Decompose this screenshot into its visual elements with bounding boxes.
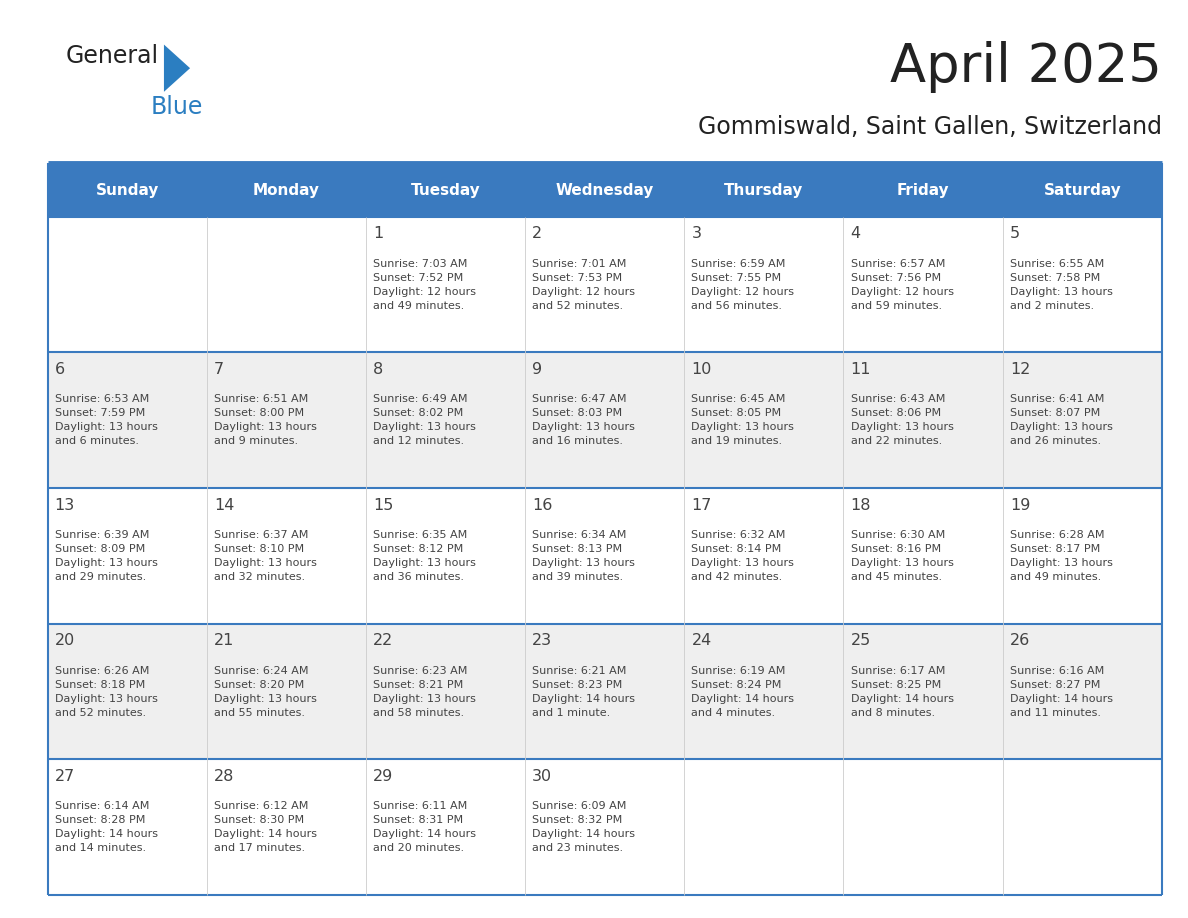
Text: 4: 4 [851,226,861,241]
Text: 1: 1 [373,226,384,241]
Text: 11: 11 [851,362,871,376]
Text: 25: 25 [851,633,871,648]
Text: Sunrise: 6:11 AM
Sunset: 8:31 PM
Daylight: 14 hours
and 20 minutes.: Sunrise: 6:11 AM Sunset: 8:31 PM Dayligh… [373,801,476,854]
Text: 15: 15 [373,498,393,512]
Text: Sunrise: 6:12 AM
Sunset: 8:30 PM
Daylight: 14 hours
and 17 minutes.: Sunrise: 6:12 AM Sunset: 8:30 PM Dayligh… [214,801,317,854]
Text: Sunrise: 6:34 AM
Sunset: 8:13 PM
Daylight: 13 hours
and 39 minutes.: Sunrise: 6:34 AM Sunset: 8:13 PM Dayligh… [532,530,636,582]
Text: 3: 3 [691,226,701,241]
Text: Sunrise: 6:28 AM
Sunset: 8:17 PM
Daylight: 13 hours
and 49 minutes.: Sunrise: 6:28 AM Sunset: 8:17 PM Dayligh… [1010,530,1113,582]
Text: Sunday: Sunday [95,183,159,197]
Text: Thursday: Thursday [725,183,803,197]
Text: Sunrise: 6:24 AM
Sunset: 8:20 PM
Daylight: 13 hours
and 55 minutes.: Sunrise: 6:24 AM Sunset: 8:20 PM Dayligh… [214,666,317,718]
Text: 18: 18 [851,498,871,512]
Text: 8: 8 [373,362,384,376]
Text: 27: 27 [55,769,75,784]
Text: Friday: Friday [897,183,949,197]
Bar [48,488,1162,623]
Text: 16: 16 [532,498,552,512]
Text: Sunrise: 6:51 AM
Sunset: 8:00 PM
Daylight: 13 hours
and 9 minutes.: Sunrise: 6:51 AM Sunset: 8:00 PM Dayligh… [214,395,317,446]
Text: Sunrise: 6:19 AM
Sunset: 8:24 PM
Daylight: 14 hours
and 4 minutes.: Sunrise: 6:19 AM Sunset: 8:24 PM Dayligh… [691,666,795,718]
Text: Sunrise: 6:45 AM
Sunset: 8:05 PM
Daylight: 13 hours
and 19 minutes.: Sunrise: 6:45 AM Sunset: 8:05 PM Dayligh… [691,395,795,446]
Text: 26: 26 [1010,633,1030,648]
Text: Sunrise: 6:59 AM
Sunset: 7:55 PM
Daylight: 12 hours
and 56 minutes.: Sunrise: 6:59 AM Sunset: 7:55 PM Dayligh… [691,259,795,310]
Text: 6: 6 [55,362,65,376]
Text: Saturday: Saturday [1043,183,1121,197]
Text: 24: 24 [691,633,712,648]
Bar [48,759,1162,895]
Bar [48,623,1162,759]
Text: Sunrise: 6:57 AM
Sunset: 7:56 PM
Daylight: 12 hours
and 59 minutes.: Sunrise: 6:57 AM Sunset: 7:56 PM Dayligh… [851,259,954,310]
Text: 17: 17 [691,498,712,512]
Text: April 2025: April 2025 [890,41,1162,94]
Text: 29: 29 [373,769,393,784]
Text: Sunrise: 6:09 AM
Sunset: 8:32 PM
Daylight: 14 hours
and 23 minutes.: Sunrise: 6:09 AM Sunset: 8:32 PM Dayligh… [532,801,636,854]
Text: 23: 23 [532,633,552,648]
Text: Wednesday: Wednesday [556,183,653,197]
Text: 21: 21 [214,633,234,648]
Text: Sunrise: 6:21 AM
Sunset: 8:23 PM
Daylight: 14 hours
and 1 minute.: Sunrise: 6:21 AM Sunset: 8:23 PM Dayligh… [532,666,636,718]
Text: Sunrise: 6:49 AM
Sunset: 8:02 PM
Daylight: 13 hours
and 12 minutes.: Sunrise: 6:49 AM Sunset: 8:02 PM Dayligh… [373,395,476,446]
Text: 14: 14 [214,498,234,512]
Text: Sunrise: 6:14 AM
Sunset: 8:28 PM
Daylight: 14 hours
and 14 minutes.: Sunrise: 6:14 AM Sunset: 8:28 PM Dayligh… [55,801,158,854]
Text: Sunrise: 6:55 AM
Sunset: 7:58 PM
Daylight: 13 hours
and 2 minutes.: Sunrise: 6:55 AM Sunset: 7:58 PM Dayligh… [1010,259,1113,310]
Text: Sunrise: 6:35 AM
Sunset: 8:12 PM
Daylight: 13 hours
and 36 minutes.: Sunrise: 6:35 AM Sunset: 8:12 PM Dayligh… [373,530,476,582]
Text: Tuesday: Tuesday [411,183,480,197]
Text: Sunrise: 6:16 AM
Sunset: 8:27 PM
Daylight: 14 hours
and 11 minutes.: Sunrise: 6:16 AM Sunset: 8:27 PM Dayligh… [1010,666,1113,718]
Bar [48,163,1162,217]
Text: Sunrise: 6:41 AM
Sunset: 8:07 PM
Daylight: 13 hours
and 26 minutes.: Sunrise: 6:41 AM Sunset: 8:07 PM Dayligh… [1010,395,1113,446]
Text: Sunrise: 6:30 AM
Sunset: 8:16 PM
Daylight: 13 hours
and 45 minutes.: Sunrise: 6:30 AM Sunset: 8:16 PM Dayligh… [851,530,954,582]
Text: 2: 2 [532,226,543,241]
Text: Sunrise: 6:53 AM
Sunset: 7:59 PM
Daylight: 13 hours
and 6 minutes.: Sunrise: 6:53 AM Sunset: 7:59 PM Dayligh… [55,395,158,446]
Text: 9: 9 [532,362,543,376]
Text: Blue: Blue [151,95,203,118]
Text: Sunrise: 6:32 AM
Sunset: 8:14 PM
Daylight: 13 hours
and 42 minutes.: Sunrise: 6:32 AM Sunset: 8:14 PM Dayligh… [691,530,795,582]
Text: 30: 30 [532,769,552,784]
Text: Sunrise: 6:43 AM
Sunset: 8:06 PM
Daylight: 13 hours
and 22 minutes.: Sunrise: 6:43 AM Sunset: 8:06 PM Dayligh… [851,395,954,446]
Bar [48,353,1162,488]
Text: 19: 19 [1010,498,1030,512]
Text: General: General [65,44,158,68]
Text: Sunrise: 6:47 AM
Sunset: 8:03 PM
Daylight: 13 hours
and 16 minutes.: Sunrise: 6:47 AM Sunset: 8:03 PM Dayligh… [532,395,636,446]
Bar [48,217,1162,353]
Text: Monday: Monday [253,183,320,197]
Text: 7: 7 [214,362,225,376]
Polygon shape [164,45,190,92]
Text: 5: 5 [1010,226,1020,241]
Text: 10: 10 [691,362,712,376]
Text: Sunrise: 7:03 AM
Sunset: 7:52 PM
Daylight: 12 hours
and 49 minutes.: Sunrise: 7:03 AM Sunset: 7:52 PM Dayligh… [373,259,476,310]
Text: Sunrise: 6:17 AM
Sunset: 8:25 PM
Daylight: 14 hours
and 8 minutes.: Sunrise: 6:17 AM Sunset: 8:25 PM Dayligh… [851,666,954,718]
Text: Gommiswald, Saint Gallen, Switzerland: Gommiswald, Saint Gallen, Switzerland [697,115,1162,139]
Text: 28: 28 [214,769,234,784]
Text: Sunrise: 6:26 AM
Sunset: 8:18 PM
Daylight: 13 hours
and 52 minutes.: Sunrise: 6:26 AM Sunset: 8:18 PM Dayligh… [55,666,158,718]
Text: Sunrise: 6:37 AM
Sunset: 8:10 PM
Daylight: 13 hours
and 32 minutes.: Sunrise: 6:37 AM Sunset: 8:10 PM Dayligh… [214,530,317,582]
Text: 22: 22 [373,633,393,648]
Text: 20: 20 [55,633,75,648]
Text: 12: 12 [1010,362,1030,376]
Text: Sunrise: 6:23 AM
Sunset: 8:21 PM
Daylight: 13 hours
and 58 minutes.: Sunrise: 6:23 AM Sunset: 8:21 PM Dayligh… [373,666,476,718]
Text: Sunrise: 7:01 AM
Sunset: 7:53 PM
Daylight: 12 hours
and 52 minutes.: Sunrise: 7:01 AM Sunset: 7:53 PM Dayligh… [532,259,636,310]
Text: Sunrise: 6:39 AM
Sunset: 8:09 PM
Daylight: 13 hours
and 29 minutes.: Sunrise: 6:39 AM Sunset: 8:09 PM Dayligh… [55,530,158,582]
Text: 13: 13 [55,498,75,512]
